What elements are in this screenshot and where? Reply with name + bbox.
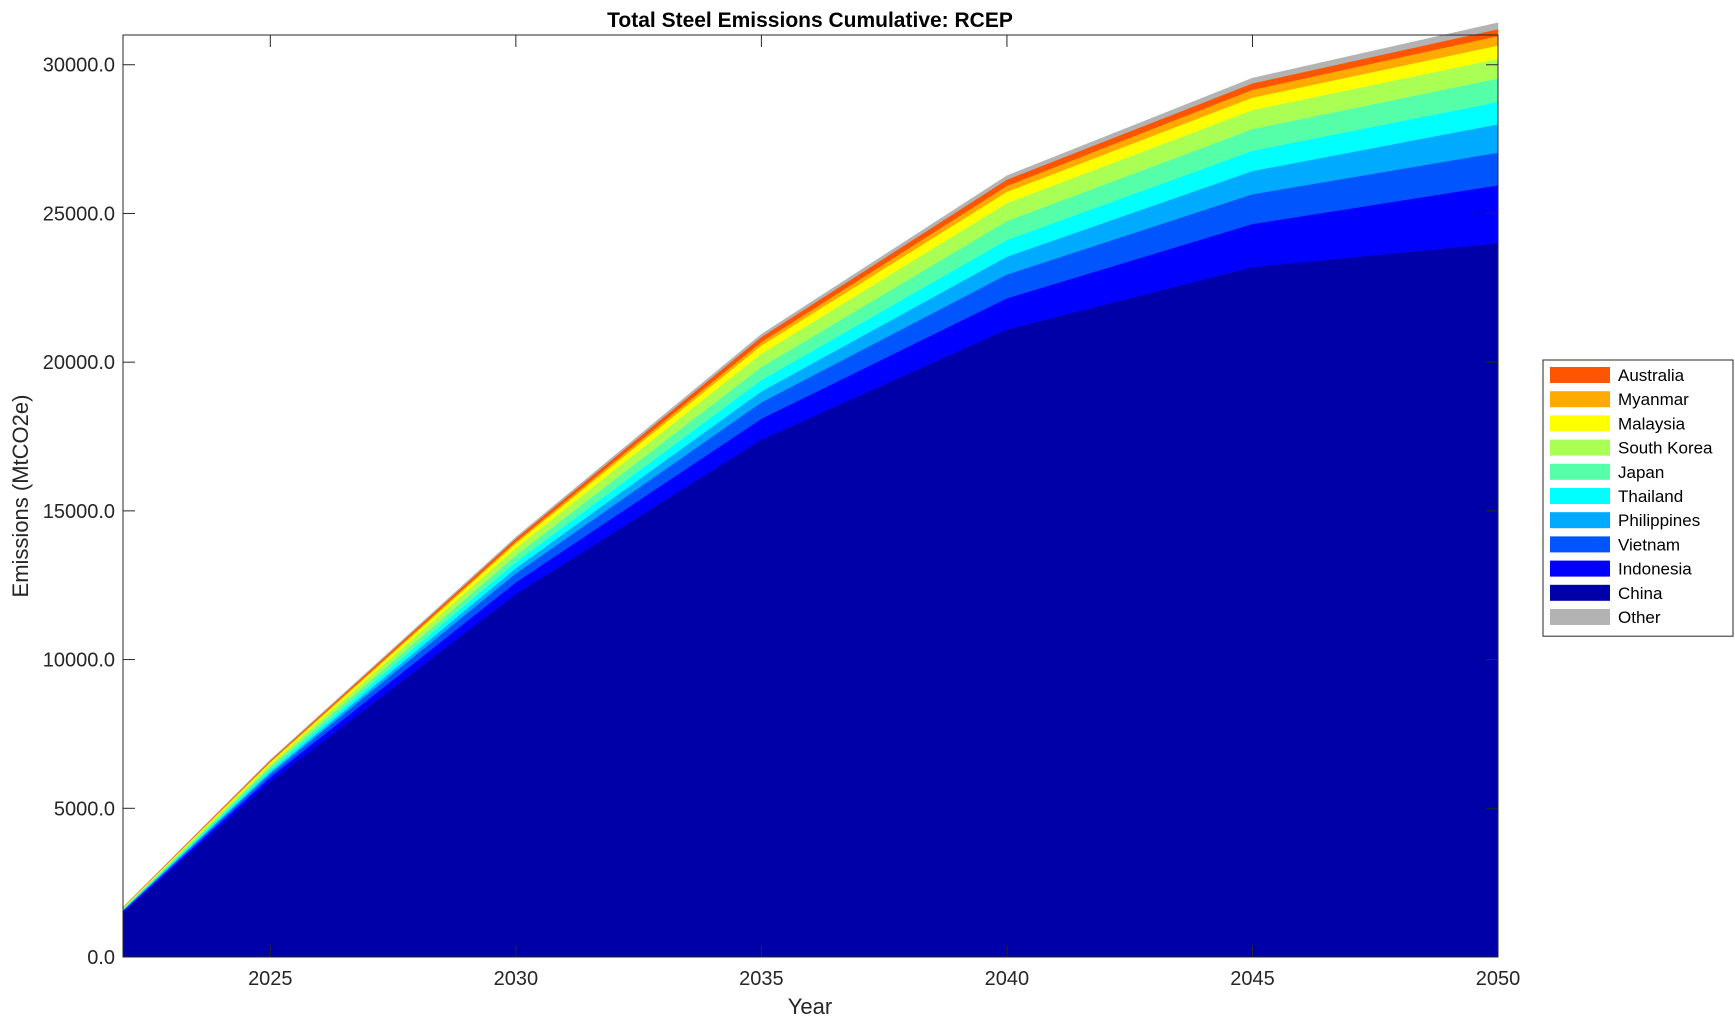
- legend-label-south-korea: South Korea: [1618, 439, 1713, 458]
- legend-swatch-japan: [1550, 463, 1610, 480]
- legend-swatch-other: [1550, 609, 1610, 625]
- legend-label-other: Other: [1618, 608, 1661, 627]
- x-tick-label: 2050: [1476, 968, 1521, 990]
- x-axis-label: Year: [788, 994, 832, 1019]
- legend-swatch-philippines: [1550, 512, 1610, 529]
- y-tick-label: 15000.0: [43, 501, 115, 523]
- legend-swatch-south-korea: [1550, 439, 1610, 456]
- legend-swatch-vietnam: [1550, 536, 1610, 553]
- area-series-group: [122, 22, 1499, 958]
- legend-swatch-myanmar: [1550, 391, 1610, 408]
- y-axis-label: Emissions (MtCO2e): [8, 395, 33, 598]
- y-tick-label: 5000.0: [54, 798, 115, 820]
- legend-swatch-thailand: [1550, 488, 1610, 504]
- x-tick-label: 2035: [739, 968, 784, 990]
- x-tick-label: 2040: [985, 968, 1030, 990]
- legend-label-philippines: Philippines: [1618, 511, 1700, 530]
- legend-label-myanmar: Myanmar: [1618, 390, 1689, 409]
- legend-swatch-malaysia: [1550, 415, 1610, 432]
- legend: Australia Myanmar Malaysia South Korea Japan…: [1542, 359, 1734, 637]
- legend-label-malaysia: Malaysia: [1618, 414, 1686, 433]
- legend-label-vietnam: Vietnam: [1618, 535, 1680, 554]
- legend-label-australia: Australia: [1618, 366, 1685, 385]
- legend-label-china: China: [1618, 584, 1663, 603]
- legend-label-japan: Japan: [1618, 463, 1664, 482]
- legend-swatch-indonesia: [1550, 560, 1610, 577]
- legend-label-indonesia: Indonesia: [1618, 560, 1692, 579]
- legend-label-thailand: Thailand: [1618, 487, 1683, 506]
- plot-frame: [122, 34, 1499, 958]
- area-other: [122, 22, 1499, 908]
- y-tick-label: 30000.0: [43, 55, 115, 77]
- y-tick-label: 0.0: [87, 947, 115, 969]
- x-tick-label: 2045: [1230, 968, 1275, 990]
- x-tick-label: 2025: [248, 968, 293, 990]
- x-tick-label: 2030: [494, 968, 539, 990]
- legend-swatch-australia: [1550, 367, 1610, 383]
- legend-swatch-china: [1550, 584, 1610, 601]
- y-tick-label: 10000.0: [43, 650, 115, 672]
- y-tick-label: 25000.0: [43, 203, 115, 225]
- y-tick-label: 20000.0: [43, 352, 115, 374]
- chart-title: Total Steel Emissions Cumulative: RCEP: [607, 9, 1013, 32]
- axis-ticks-group: 2025 2030 2035 2040 2045 2050 0.0 5000.0 10000.0…: [43, 35, 1521, 990]
